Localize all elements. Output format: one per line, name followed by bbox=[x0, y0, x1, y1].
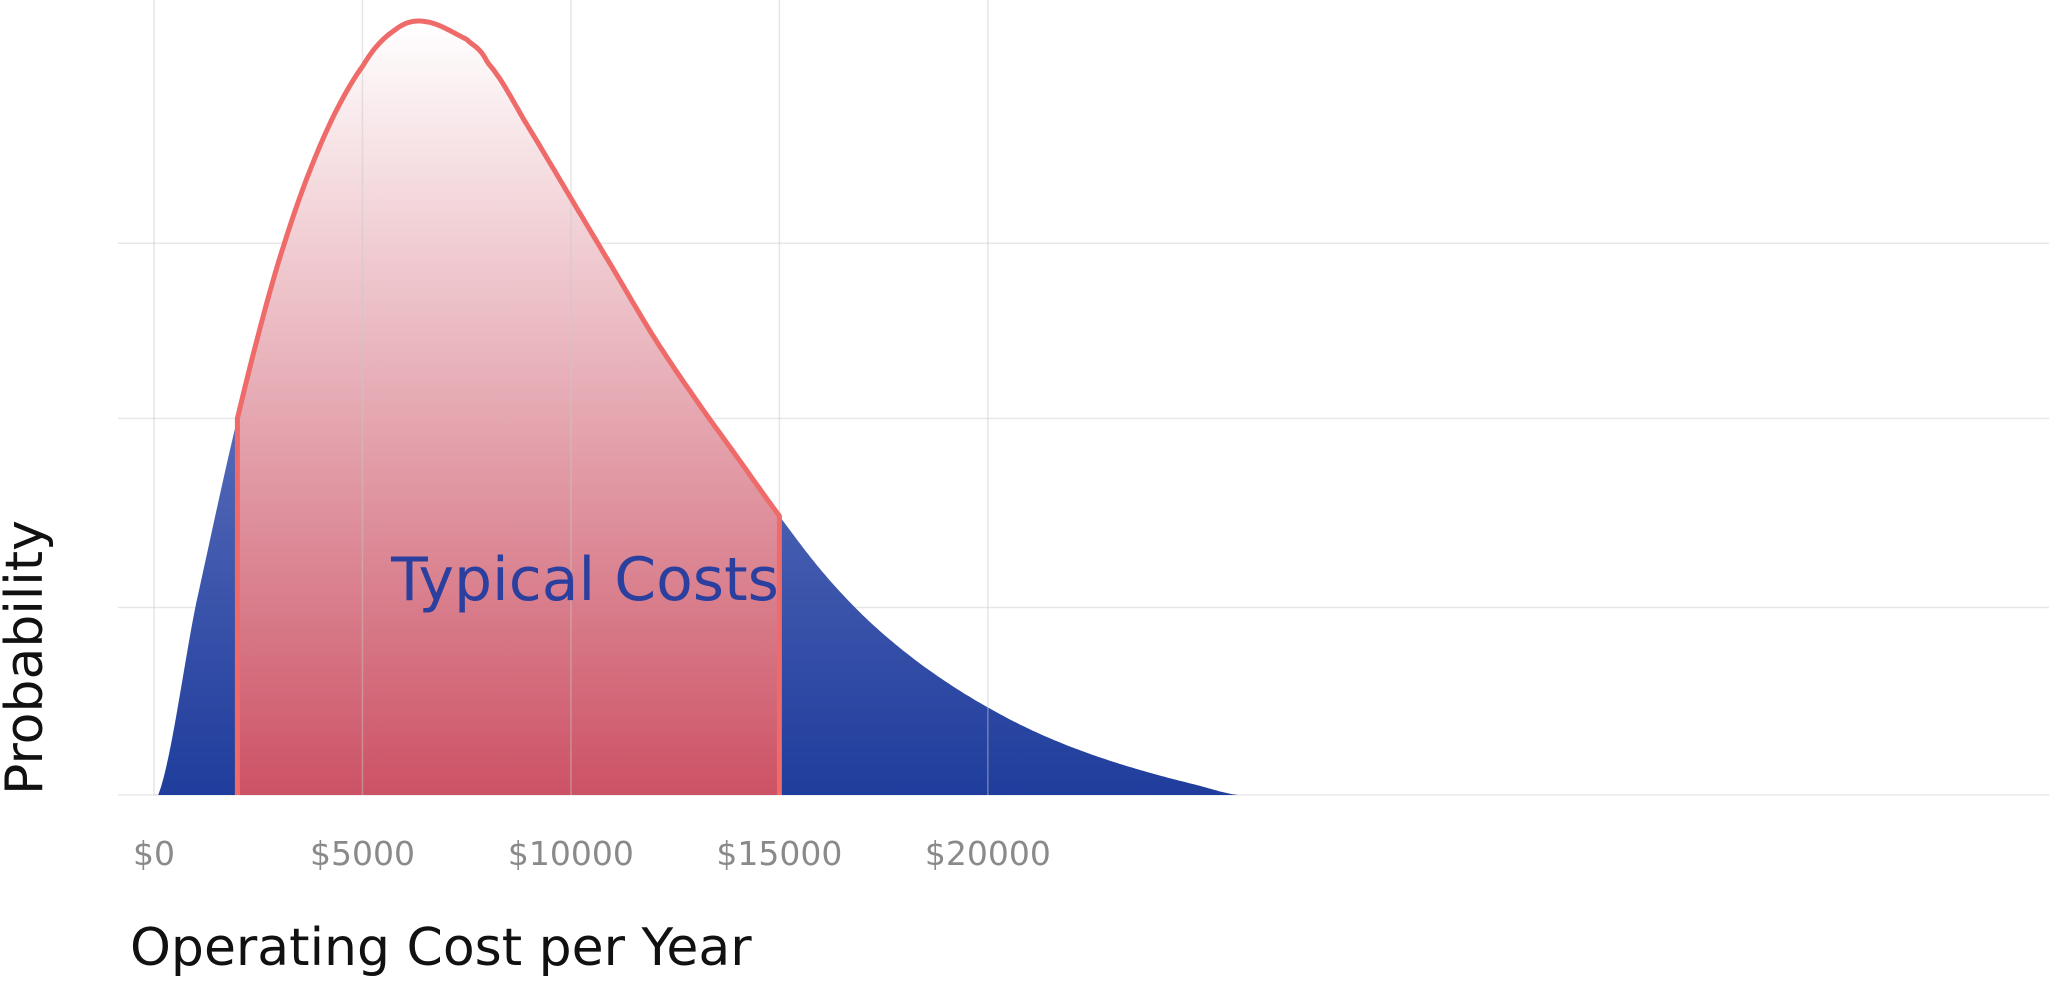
x-tick-label: $5000 bbox=[310, 834, 415, 873]
typical-costs-label: Typical Costs bbox=[390, 545, 779, 615]
y-axis-title: Probability bbox=[0, 520, 55, 795]
x-tick-label: $15000 bbox=[716, 834, 842, 873]
x-tick-label: $20000 bbox=[925, 834, 1051, 873]
x-tick-label: $10000 bbox=[508, 834, 634, 873]
x-axis-title: Operating Cost per Year bbox=[130, 918, 752, 978]
x-tick-label: $0 bbox=[133, 834, 175, 873]
x-axis-ticks: $0 $5000 $10000 $15000 $20000 bbox=[133, 834, 1051, 873]
highlight-area bbox=[237, 21, 780, 795]
highlight-outline bbox=[234, 18, 782, 796]
